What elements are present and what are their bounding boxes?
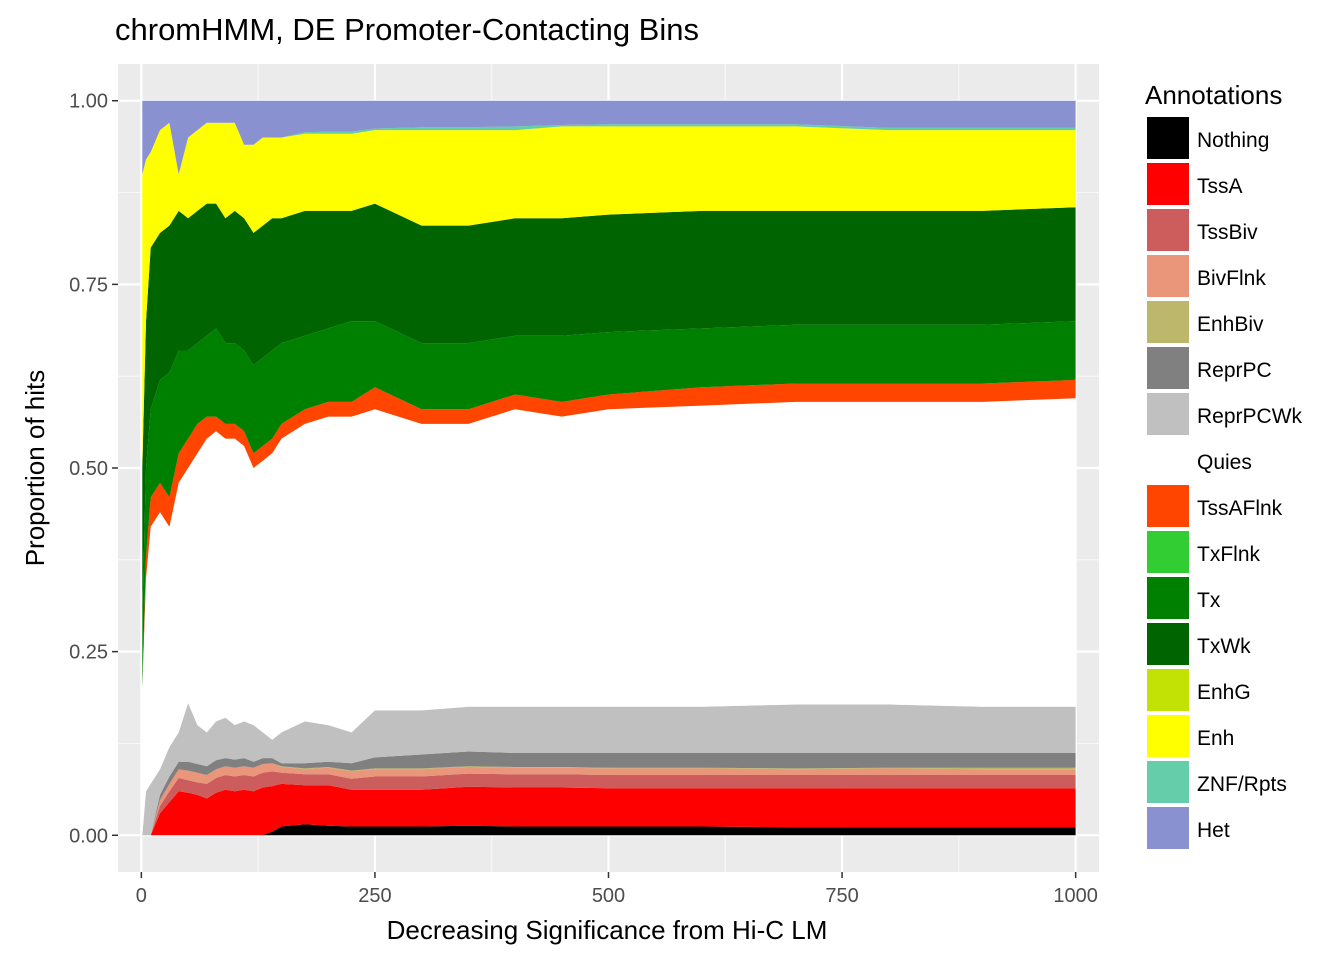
x-tick-label: 750	[825, 885, 858, 907]
legend-bivflnk-key	[1147, 255, 1189, 297]
legend-tssaflnk-key	[1147, 485, 1189, 527]
legend-enhg-label: EnhG	[1197, 681, 1251, 704]
legend-tssaflnk-label: TssAFlnk	[1197, 497, 1283, 520]
legend-tssa-label: TssA	[1197, 175, 1243, 198]
stacked-areas	[142, 101, 1075, 836]
x-tick-label: 250	[358, 885, 391, 907]
legend-tssa-key	[1147, 163, 1189, 205]
y-tick-label: 0.75	[69, 274, 108, 296]
legend-quies-label: Quies	[1197, 451, 1252, 474]
y-tick-label: 0.50	[69, 458, 108, 480]
legend-het-label: Het	[1197, 819, 1230, 842]
y-tick-label: 0.25	[69, 642, 108, 664]
legend-reprpcwk-label: ReprPCWk	[1197, 405, 1303, 428]
legend-het-key	[1147, 807, 1189, 849]
legend-enhbiv-label: EnhBiv	[1197, 313, 1264, 336]
legend-txwk-key	[1147, 623, 1189, 665]
x-tick-label: 1000	[1053, 885, 1098, 907]
legend-enhg-key	[1147, 669, 1189, 711]
x-tick-label: 500	[592, 885, 625, 907]
legend-quies-key	[1147, 439, 1189, 481]
legend-txwk-label: TxWk	[1197, 635, 1251, 658]
legend-tssbiv-label: TssBiv	[1197, 221, 1258, 244]
legend: Annotations Nothing TssA TssBiv BivFlnk EnhB…	[1145, 80, 1303, 849]
legend-bivflnk-label: BivFlnk	[1197, 267, 1266, 290]
legend-txflnk-key	[1147, 531, 1189, 573]
legend-znf-rpts-label: ZNF/Rpts	[1197, 773, 1287, 796]
legend-enh-key	[1147, 715, 1189, 757]
x-axis-title: Decreasing Significance from Hi-C LM	[387, 915, 828, 945]
legend-reprpc-key	[1147, 347, 1189, 389]
legend-enhbiv-key	[1147, 301, 1189, 343]
legend-nothing-key	[1147, 117, 1189, 159]
legend-nothing-label: Nothing	[1197, 129, 1269, 152]
legend-tx-key	[1147, 577, 1189, 619]
legend-txflnk-label: TxFlnk	[1197, 543, 1261, 566]
legend-enh-label: Enh	[1197, 727, 1234, 750]
y-tick-label: 0.00	[69, 825, 108, 847]
legend-reprpc-label: ReprPC	[1197, 359, 1272, 382]
legend-reprpcwk-key	[1147, 393, 1189, 435]
chart-title: chromHMM, DE Promoter-Contacting Bins	[115, 12, 699, 47]
y-tick-label: 1.00	[69, 91, 108, 113]
x-tick-label: 0	[136, 885, 147, 907]
legend-title: Annotations	[1145, 80, 1282, 110]
legend-znf-rpts-key	[1147, 761, 1189, 803]
y-axis-title: Proportion of hits	[20, 370, 50, 567]
legend-tssbiv-key	[1147, 209, 1189, 251]
legend-tx-label: Tx	[1197, 589, 1221, 612]
